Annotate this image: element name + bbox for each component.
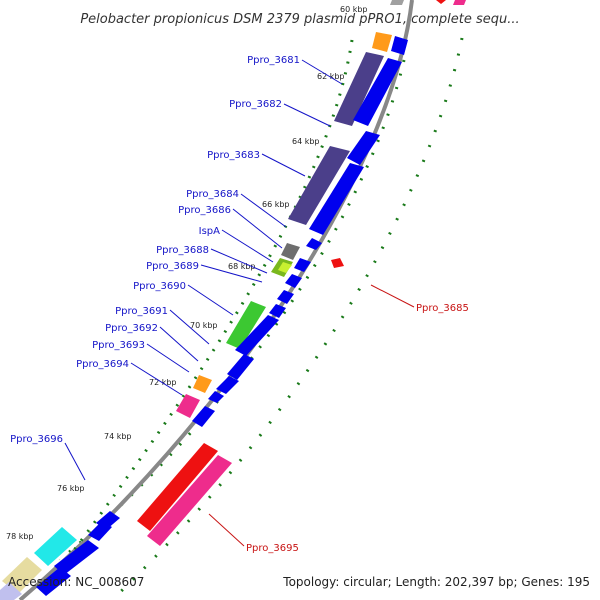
kbp-label-70: 70 kbp	[190, 321, 218, 330]
feature-cyan[interactable]	[34, 527, 77, 566]
feature-Ppro_3685[interactable]	[331, 258, 344, 268]
kbp-label-66: 66 kbp	[262, 200, 290, 209]
map-title: Pelobacter propionicus DSM 2379 plasmid …	[80, 12, 519, 27]
topology-summary: Topology: circular; Length: 202,397 bp; …	[282, 575, 590, 589]
feature-Ppro_3694-cog-orange[interactable]	[193, 375, 212, 393]
label-Ppro_3684[interactable]: Ppro_3684	[186, 189, 239, 200]
cds-17[interactable]	[54, 540, 99, 575]
cds-8[interactable]	[277, 290, 294, 304]
feature-Ppro_3681-cog[interactable]	[334, 52, 384, 126]
cds-10[interactable]	[235, 315, 279, 356]
cds-6[interactable]	[294, 258, 311, 272]
cds-features	[36, 36, 408, 596]
label-Ppro_3694[interactable]: Ppro_3694	[76, 359, 129, 370]
feature-Ppro_3690-cog[interactable]	[226, 301, 266, 349]
feature-lavender[interactable]	[0, 582, 22, 600]
label-Ppro_3685[interactable]: Ppro_3685	[416, 303, 469, 314]
cds-2[interactable]	[353, 58, 402, 126]
cog-features	[0, 32, 392, 600]
feature-orange-1[interactable]	[372, 32, 392, 52]
kbp-label-68: 68 kbp	[228, 262, 256, 271]
kbp-label-62: 62 kbp	[317, 72, 345, 81]
label-Ppro_3693[interactable]: Ppro_3693	[92, 340, 145, 351]
label-Ppro_3686[interactable]: Ppro_3686	[178, 205, 231, 216]
cds-1[interactable]	[391, 36, 408, 55]
feature-Ppro_3695-pink[interactable]	[147, 455, 232, 546]
feature-khaki[interactable]	[2, 557, 42, 594]
feature-Ppro_3686-cog[interactable]	[281, 243, 300, 260]
cds-18[interactable]	[36, 567, 71, 596]
label-Ppro_3683[interactable]: Ppro_3683	[207, 150, 260, 161]
cds-7[interactable]	[285, 274, 302, 288]
label-Ppro_3681[interactable]: Ppro_3681	[247, 55, 300, 66]
kbp-label-60: 60 kbp	[340, 5, 368, 14]
cds-14[interactable]	[192, 406, 215, 427]
outer-ring-ticks	[110, 37, 464, 600]
feature-IspA-cog-light[interactable]	[278, 262, 292, 273]
cds-9[interactable]	[269, 304, 286, 318]
inner-ring-ticks	[59, 59, 406, 562]
kbp-label-74: 74 kbp	[104, 432, 132, 441]
cds-16[interactable]	[88, 521, 112, 541]
cds-5[interactable]	[306, 238, 322, 250]
kbp-label-64: 64 kbp	[292, 137, 320, 146]
label-connectors	[64, 59, 343, 481]
label-Ppro_3695[interactable]: Ppro_3695	[246, 543, 299, 554]
label-Ppro_3692[interactable]: Ppro_3692	[105, 323, 158, 334]
feature-top-gray[interactable]	[390, 0, 404, 5]
feature-Ppro_3694-cog-pink[interactable]	[176, 394, 200, 418]
label-Ppro_3691[interactable]: Ppro_3691	[115, 306, 168, 317]
label-IspA[interactable]: IspA	[199, 226, 221, 237]
kbp-label-78: 78 kbp	[6, 532, 34, 541]
cds-3[interactable]	[347, 131, 380, 165]
feature-Ppro_3683-cog[interactable]	[288, 146, 350, 225]
label-Ppro_3696[interactable]: Ppro_3696	[10, 434, 63, 445]
cds-11[interactable]	[227, 354, 254, 380]
label-Ppro_3689[interactable]: Ppro_3689	[146, 261, 199, 272]
cds-4[interactable]	[309, 163, 364, 235]
label-connectors-red	[208, 284, 415, 547]
label-Ppro_3688[interactable]: Ppro_3688	[156, 245, 209, 256]
cds-12[interactable]	[216, 376, 239, 394]
kbp-ruler	[46, 39, 354, 586]
feature-top-red[interactable]	[436, 0, 446, 4]
kbp-label-76: 76 kbp	[57, 484, 85, 493]
cds-13[interactable]	[208, 391, 224, 403]
label-Ppro_3682[interactable]: Ppro_3682	[229, 99, 282, 110]
label-Ppro_3690[interactable]: Ppro_3690	[133, 281, 186, 292]
feature-Ppro_3695-red[interactable]	[137, 443, 218, 531]
feature-top-pink[interactable]	[453, 0, 466, 5]
accession-text: Accession: NC_008607	[8, 575, 144, 589]
